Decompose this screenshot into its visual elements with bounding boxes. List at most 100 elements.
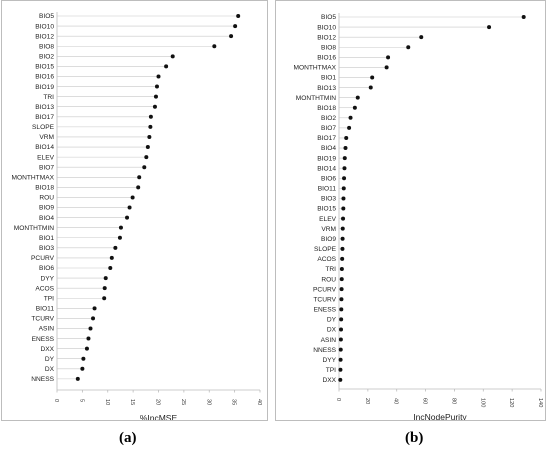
data-point bbox=[368, 85, 373, 90]
data-point bbox=[80, 366, 85, 371]
category-label: BIO8 bbox=[39, 43, 54, 50]
data-point bbox=[340, 226, 345, 231]
data-point bbox=[338, 337, 343, 342]
data-point bbox=[164, 64, 169, 69]
x-tick-label: 30 bbox=[205, 399, 211, 405]
data-point bbox=[91, 316, 96, 321]
category-label: TPI bbox=[44, 295, 54, 302]
category-label: BIO15 bbox=[35, 64, 54, 71]
category-label: DXX bbox=[40, 346, 54, 353]
data-point bbox=[343, 146, 348, 151]
category-label: VRM bbox=[39, 134, 54, 141]
category-label: BIO2 bbox=[321, 115, 336, 122]
x-tick-label: 20 bbox=[364, 398, 370, 404]
category-label: BIO7 bbox=[321, 125, 336, 132]
category-label: ROU bbox=[39, 195, 54, 202]
data-point bbox=[355, 95, 360, 100]
data-point bbox=[342, 166, 347, 171]
dotplot-inc-mse: BIO5BIO10BIO12BIO8BIO2BIO15BIO16BIO19TRI… bbox=[12, 12, 262, 420]
data-point bbox=[338, 357, 343, 362]
data-point bbox=[342, 176, 347, 181]
category-label: ASIN bbox=[321, 337, 337, 344]
category-label: TCURV bbox=[31, 316, 54, 323]
x-tick-label: 140 bbox=[537, 398, 543, 407]
category-label: MONTHTMIN bbox=[14, 225, 55, 232]
category-label: TPI bbox=[326, 367, 336, 374]
data-point bbox=[340, 236, 345, 241]
data-point bbox=[386, 55, 391, 60]
x-tick-label: 35 bbox=[231, 399, 237, 405]
data-point bbox=[154, 84, 159, 89]
category-label: BIO13 bbox=[35, 104, 54, 111]
category-label: BIO2 bbox=[39, 54, 54, 61]
category-label: SLOPE bbox=[314, 246, 337, 253]
data-point bbox=[103, 276, 108, 281]
data-point bbox=[341, 206, 346, 211]
category-label: TCURV bbox=[313, 296, 336, 303]
category-label: DXX bbox=[322, 377, 336, 384]
data-point bbox=[406, 45, 411, 50]
category-label: ACOS bbox=[35, 285, 54, 292]
x-tick-label: 25 bbox=[180, 399, 186, 405]
data-point bbox=[347, 125, 352, 130]
category-label: MONTHTMIN bbox=[296, 95, 337, 102]
x-tick-label: 5 bbox=[78, 399, 84, 402]
data-point bbox=[125, 215, 130, 220]
category-label: DYY bbox=[40, 275, 54, 282]
category-label: DYY bbox=[322, 357, 336, 364]
data-point bbox=[152, 104, 157, 109]
dotplot-inc-node-purity: BIO5 BIO10 BIO12 BIO8 BIO16 MONTHTMAX BIO1 BIO1… bbox=[294, 13, 543, 420]
category-label: BIO14 bbox=[317, 165, 336, 172]
data-point bbox=[130, 195, 135, 200]
data-point bbox=[341, 196, 346, 201]
data-point bbox=[147, 134, 152, 139]
category-label: ENESS bbox=[314, 307, 337, 314]
data-point bbox=[81, 356, 86, 361]
x-tick-label: 40 bbox=[256, 399, 262, 405]
x-tick-label: 80 bbox=[450, 398, 456, 404]
data-point bbox=[339, 317, 344, 322]
x-tick-label: 120 bbox=[508, 398, 514, 407]
data-point bbox=[384, 65, 389, 70]
data-point bbox=[339, 307, 344, 312]
category-label: DX bbox=[45, 366, 55, 373]
category-label: DX bbox=[327, 327, 337, 334]
data-point bbox=[339, 267, 344, 271]
x-tick-label: 20 bbox=[155, 399, 161, 405]
category-label: NNESS bbox=[31, 376, 54, 383]
category-label: BIO13 bbox=[317, 85, 336, 92]
category-label: BIO4 bbox=[321, 145, 336, 152]
category-label: BIO16 bbox=[317, 55, 336, 62]
x-tick-label: 10 bbox=[104, 399, 110, 405]
data-point bbox=[170, 54, 175, 59]
data-point bbox=[341, 216, 346, 221]
chart-panel-a: BIO5 BIO10 BIO12 BIO8 BIO2 BIO15 BIO16 BIO19 TRI… bbox=[1, 0, 268, 421]
data-point bbox=[212, 44, 217, 49]
category-label: BIO8 bbox=[321, 44, 336, 51]
category-label: PCURV bbox=[31, 255, 55, 262]
data-point bbox=[338, 367, 343, 372]
category-label: BIO19 bbox=[317, 155, 336, 162]
data-point bbox=[521, 15, 526, 19]
category-label: BIO18 bbox=[35, 185, 54, 192]
category-label: BIO6 bbox=[321, 175, 336, 182]
x-tick-label: 100 bbox=[479, 398, 485, 407]
category-label: BIO5 bbox=[321, 14, 336, 21]
data-point bbox=[338, 347, 343, 352]
category-label: BIO16 bbox=[35, 74, 54, 81]
caption-b: (b) bbox=[405, 430, 424, 446]
category-label: BIO1 bbox=[39, 235, 54, 242]
data-point bbox=[142, 165, 147, 170]
category-label: VRM bbox=[321, 226, 336, 233]
data-point bbox=[341, 186, 346, 191]
data-point bbox=[86, 336, 91, 341]
x-axis-title: %IncMSE bbox=[140, 413, 178, 420]
data-point bbox=[340, 246, 345, 251]
data-point bbox=[137, 175, 142, 180]
category-label: BIO10 bbox=[317, 24, 336, 31]
data-point bbox=[153, 94, 158, 99]
data-point bbox=[108, 266, 113, 270]
x-tick-label: 0 bbox=[335, 398, 341, 401]
category-label: BIO9 bbox=[321, 236, 336, 243]
category-label: ELEV bbox=[37, 154, 54, 161]
